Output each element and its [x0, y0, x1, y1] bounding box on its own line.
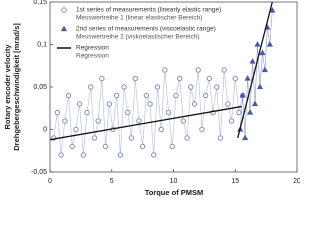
point: [121, 84, 127, 90]
x-tick-label: 20: [293, 178, 300, 185]
point: [249, 58, 256, 64]
point: [80, 152, 87, 158]
point: [259, 49, 266, 56]
point: [202, 92, 209, 99]
point: [113, 92, 120, 99]
point: [236, 109, 242, 116]
point: [65, 92, 72, 99]
y-tick-label: 0: [43, 126, 47, 133]
point: [106, 101, 112, 107]
point: [162, 67, 168, 73]
point: [256, 83, 264, 90]
point: [139, 143, 146, 150]
point: [73, 126, 79, 133]
legend-box: [54, 4, 244, 62]
point: [269, 7, 276, 13]
legend-swatch: [61, 7, 67, 13]
point: [91, 135, 98, 141]
point: [84, 109, 90, 116]
legend-note: Messwertreihe 2 (viskoelastischer Bereic…: [76, 34, 200, 41]
point: [206, 75, 213, 82]
point: [246, 109, 254, 115]
legend-label: 2nd series of measurements (viscoelastic…: [76, 26, 216, 33]
point: [143, 92, 150, 99]
series-line: [239, 10, 273, 139]
point: [188, 84, 194, 90]
point: [128, 135, 135, 141]
point: [95, 118, 101, 124]
point: [214, 84, 220, 90]
point: [88, 84, 94, 90]
x-tick-label: 0: [48, 178, 52, 185]
point: [58, 152, 64, 158]
point: [261, 66, 269, 73]
point: [102, 143, 109, 150]
x-axis-title: Torque of PMSM: [145, 188, 204, 197]
point: [180, 118, 187, 124]
legend-label: 1st series of measurements (linearly ela…: [76, 7, 221, 14]
point: [54, 109, 61, 116]
y-tick-label: -0,05: [31, 169, 47, 176]
point: [199, 126, 205, 133]
x-tick-label: 15: [231, 178, 239, 185]
point: [191, 101, 198, 107]
point: [173, 92, 179, 99]
point: [69, 143, 75, 150]
y-tick-label: 0,05: [33, 84, 47, 91]
point: [239, 92, 246, 98]
point: [244, 75, 251, 81]
point: [169, 143, 175, 150]
point: [151, 152, 157, 158]
point: [117, 152, 124, 158]
point: [184, 135, 190, 141]
point: [195, 67, 201, 73]
plot-content: [50, 2, 276, 158]
page: {"chart_data": { "type": "scatter-line",…: [2, 0, 300, 197]
legend-note: Regression: [76, 53, 109, 60]
point: [232, 75, 238, 82]
legend-swatch: [60, 25, 68, 32]
y-tick-label: 0,1: [37, 41, 47, 48]
point: [132, 75, 138, 82]
point: [251, 100, 259, 107]
y-tick-label: 0,15: [33, 0, 47, 6]
point: [136, 118, 142, 124]
point: [228, 118, 235, 124]
point: [125, 109, 131, 116]
point: [62, 118, 68, 124]
y-axis-title: Rotary encoder velocity: [3, 44, 12, 130]
point: [158, 126, 164, 133]
x-tick-label: 5: [110, 178, 114, 185]
point: [99, 75, 105, 82]
legend-note: Messwertreihe 1 (linear elastischer Bere…: [76, 15, 202, 22]
point: [266, 41, 273, 47]
chart: Torque of PMSM Rotary encoder velocity D…: [2, 0, 300, 197]
point: [154, 84, 161, 90]
point: [147, 101, 153, 107]
point: [76, 101, 83, 107]
series-line: [50, 2, 273, 141]
legend-label: Regression: [76, 45, 109, 52]
point: [165, 109, 172, 116]
point: [221, 67, 227, 73]
point: [176, 75, 183, 82]
point: [225, 101, 231, 107]
point: [217, 135, 224, 141]
point: [254, 41, 261, 47]
x-tick-label: 10: [170, 178, 178, 185]
point: [242, 134, 249, 141]
y-axis-title-de: Drehgebergeschwindigkeit [mrad/s]: [12, 23, 21, 151]
